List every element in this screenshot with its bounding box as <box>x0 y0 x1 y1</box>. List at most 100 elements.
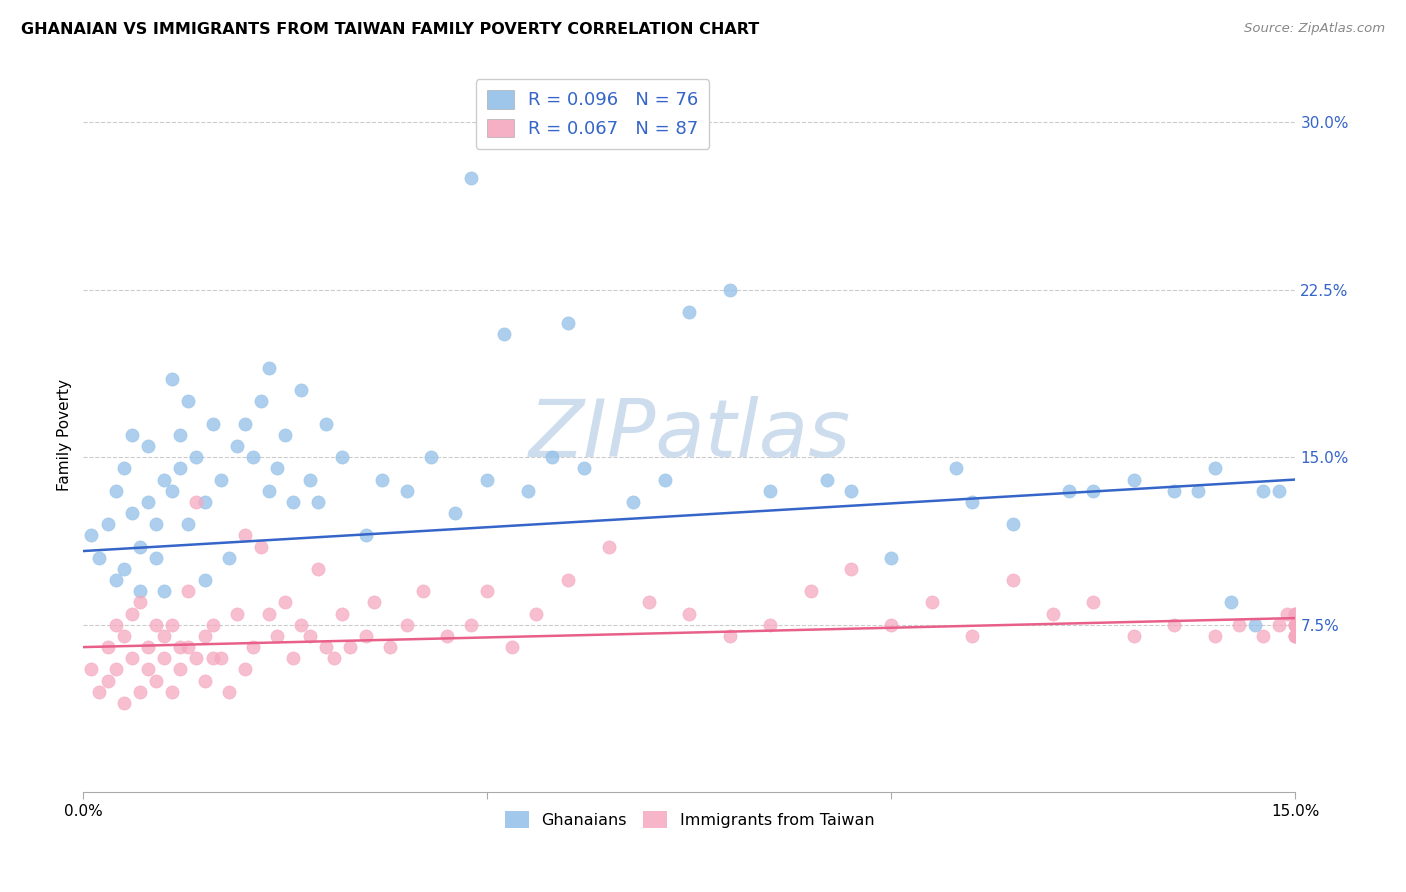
Point <box>80 662 103 676</box>
Point <box>1163 617 1185 632</box>
Text: ZIPatlas: ZIPatlas <box>529 396 851 474</box>
Point <box>1284 607 1306 621</box>
Point <box>250 394 273 409</box>
Point <box>169 461 191 475</box>
Point <box>815 473 838 487</box>
Point <box>1284 617 1306 632</box>
Point <box>121 651 143 665</box>
Point <box>96 673 118 688</box>
Point <box>96 640 118 654</box>
Point <box>112 696 135 710</box>
Point <box>257 360 280 375</box>
Point <box>121 506 143 520</box>
Point <box>1204 629 1226 643</box>
Point <box>104 662 127 676</box>
Point <box>153 584 176 599</box>
Point <box>330 450 353 465</box>
Point <box>169 640 191 654</box>
Point <box>839 562 862 576</box>
Point <box>307 562 329 576</box>
Point <box>186 651 208 665</box>
Point <box>201 417 224 431</box>
Point <box>574 461 596 475</box>
Point <box>678 305 700 319</box>
Point <box>283 651 305 665</box>
Point <box>169 428 191 442</box>
Point <box>250 540 273 554</box>
Point <box>541 450 564 465</box>
Point <box>880 550 903 565</box>
Point <box>298 473 321 487</box>
Point <box>1284 617 1306 632</box>
Point <box>501 640 523 654</box>
Point <box>233 528 256 542</box>
Point <box>218 685 240 699</box>
Point <box>1083 483 1105 498</box>
Point <box>266 629 288 643</box>
Point <box>1122 629 1144 643</box>
Point <box>419 450 441 465</box>
Point <box>1001 517 1024 532</box>
Point <box>209 473 232 487</box>
Point <box>477 584 499 599</box>
Point <box>1244 617 1267 632</box>
Point <box>598 540 620 554</box>
Point <box>412 584 434 599</box>
Point <box>1284 629 1306 643</box>
Point <box>160 617 183 632</box>
Point <box>1219 595 1241 609</box>
Point <box>395 483 418 498</box>
Point <box>621 495 644 509</box>
Point <box>96 517 118 532</box>
Point <box>128 685 150 699</box>
Point <box>839 483 862 498</box>
Point <box>193 673 215 688</box>
Point <box>718 283 741 297</box>
Point <box>354 528 377 542</box>
Point <box>1042 607 1064 621</box>
Point <box>128 540 150 554</box>
Point <box>638 595 661 609</box>
Point <box>960 629 983 643</box>
Point <box>233 662 256 676</box>
Point <box>315 417 337 431</box>
Point <box>177 517 200 532</box>
Point <box>104 483 127 498</box>
Point <box>274 428 297 442</box>
Point <box>1284 629 1306 643</box>
Point <box>136 662 159 676</box>
Point <box>371 473 394 487</box>
Point <box>121 428 143 442</box>
Point <box>274 595 297 609</box>
Point <box>136 640 159 654</box>
Point <box>201 617 224 632</box>
Point <box>193 573 215 587</box>
Point <box>460 617 482 632</box>
Point <box>800 584 823 599</box>
Point <box>160 685 183 699</box>
Point <box>322 651 344 665</box>
Point <box>354 629 377 643</box>
Point <box>960 495 983 509</box>
Point <box>330 607 353 621</box>
Point <box>1284 617 1306 632</box>
Point <box>678 607 700 621</box>
Point <box>169 662 191 676</box>
Point <box>436 629 458 643</box>
Point <box>516 483 538 498</box>
Point <box>298 629 321 643</box>
Point <box>1204 461 1226 475</box>
Point <box>209 651 232 665</box>
Point <box>242 450 264 465</box>
Point <box>880 617 903 632</box>
Point <box>460 171 482 186</box>
Point <box>339 640 361 654</box>
Point <box>307 495 329 509</box>
Point <box>1284 607 1306 621</box>
Point <box>104 573 127 587</box>
Point <box>1122 473 1144 487</box>
Point <box>290 383 312 397</box>
Point <box>1268 617 1291 632</box>
Point <box>1251 483 1274 498</box>
Point <box>218 550 240 565</box>
